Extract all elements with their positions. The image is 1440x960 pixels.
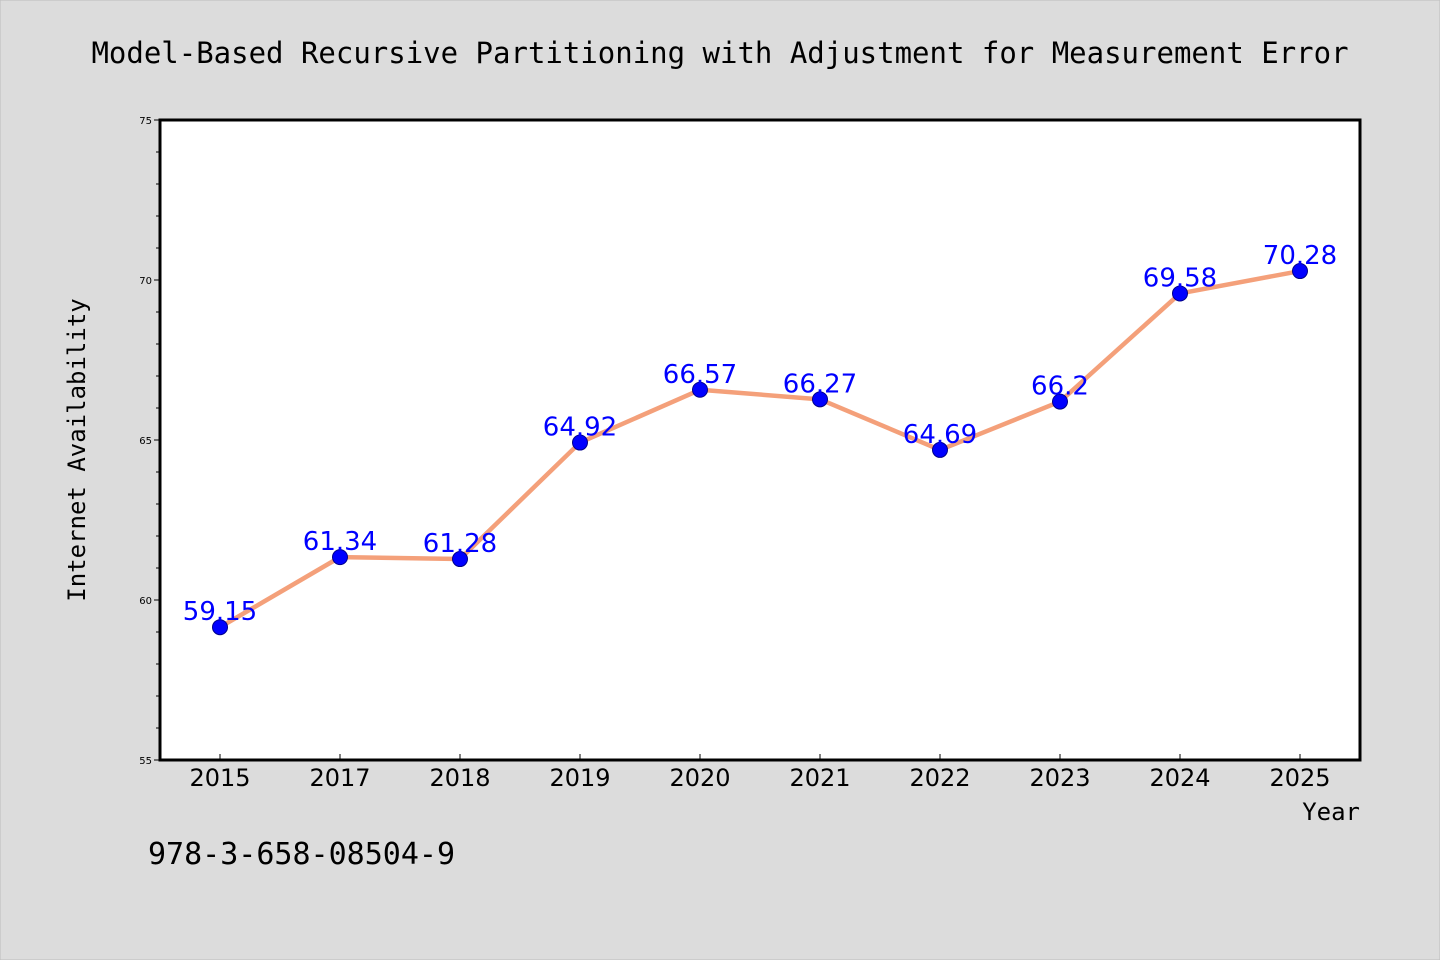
x-tick-label: 2023 — [1029, 764, 1090, 792]
x-axis-ticks: 2015 2017 2018 2019 2020 2021 2022 2023 2024 2025 — [189, 754, 1331, 792]
data-labels: 59.15 61.34 61.28 64.92 66.57 66.27 64.69 66.2 6… — [183, 241, 1337, 627]
data-point — [1292, 263, 1308, 280]
data-label: 59.15 — [183, 597, 257, 627]
series-lines — [217, 268, 1303, 630]
data-point — [692, 381, 708, 398]
y-tick-label: 65 — [139, 436, 152, 447]
y-tick-label: 70 — [139, 276, 152, 287]
x-tick-label: 2018 — [429, 764, 490, 792]
y-axis-label: Internet Availability — [63, 298, 91, 601]
series-markers — [212, 263, 1308, 636]
y-tick-label: 60 — [139, 596, 152, 607]
data-label: 61.28 — [423, 529, 497, 559]
data-point — [572, 434, 588, 451]
series-line — [217, 268, 1303, 630]
x-tick-label: 2020 — [669, 764, 730, 792]
x-axis-label: Year — [1302, 798, 1360, 826]
x-tick-label: 2024 — [1149, 764, 1210, 792]
data-label: 64.92 — [543, 413, 617, 443]
x-tick-label: 2015 — [189, 764, 250, 792]
data-label: 66.57 — [663, 360, 737, 390]
data-point — [1172, 285, 1188, 302]
x-tick-label: 2019 — [549, 764, 610, 792]
plot-frame — [158, 118, 1362, 762]
x-tick-label: 2021 — [789, 764, 850, 792]
footnote: 978-3-658-08504-9 — [148, 837, 455, 872]
data-point — [1052, 393, 1068, 410]
data-label: 66.2 — [1031, 372, 1089, 402]
chart-title: Model-Based Recursive Partitioning with … — [91, 36, 1348, 70]
data-point — [452, 551, 468, 568]
plot-area — [160, 120, 1360, 760]
data-label: 66.27 — [783, 369, 857, 399]
x-tick-label: 2022 — [909, 764, 970, 792]
y-tick-label: 75 — [139, 116, 152, 127]
data-label: 61.34 — [303, 527, 377, 557]
data-point — [812, 391, 828, 408]
data-label: 64.69 — [903, 420, 977, 450]
data-point — [332, 549, 348, 566]
data-label: 70.28 — [1263, 241, 1337, 271]
data-point — [212, 619, 228, 636]
x-tick-label: 2025 — [1269, 764, 1330, 792]
x-tick-label: 2017 — [309, 764, 370, 792]
y-tick-label: 55 — [139, 756, 152, 767]
data-point — [932, 441, 948, 458]
data-label: 69.58 — [1143, 263, 1217, 293]
